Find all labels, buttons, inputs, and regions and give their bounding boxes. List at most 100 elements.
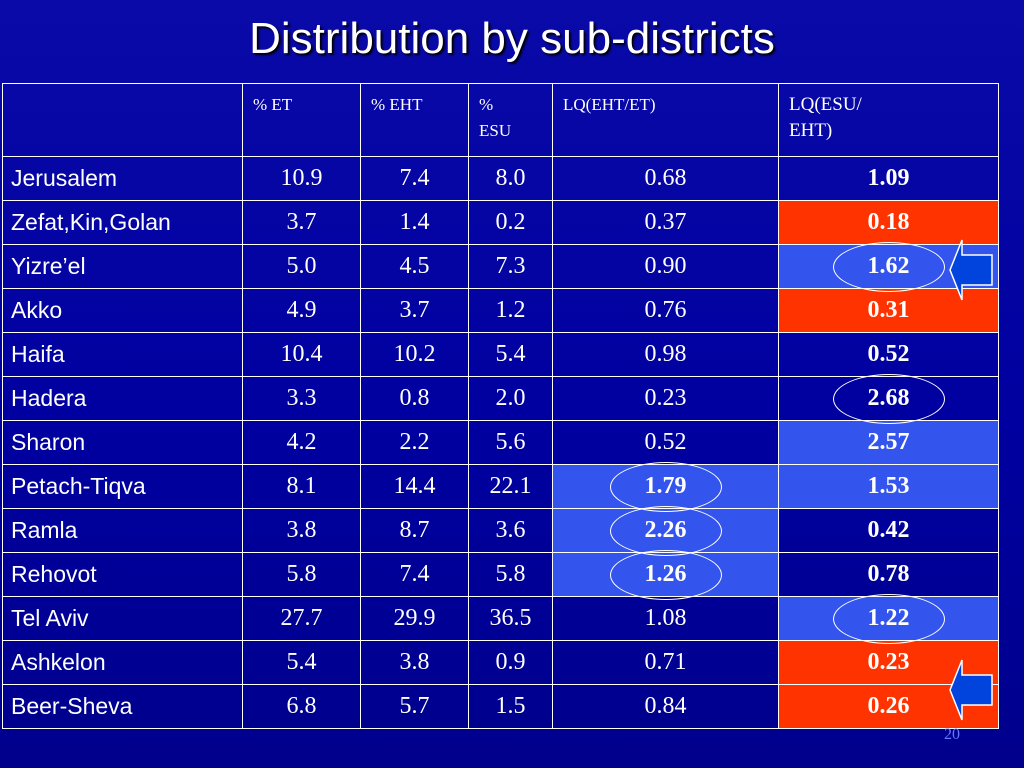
row-name: Hadera <box>2 376 243 421</box>
slide-title: Distribution by sub-districts <box>249 14 775 63</box>
cell-lq-esu-eht: 0.52 <box>778 332 999 377</box>
cell-lq-eht-et-value: 1.79 <box>644 473 687 499</box>
cell-eht: 10.2 <box>360 332 469 377</box>
cell-lq-eht-et-value: 1.26 <box>644 561 687 587</box>
row-name-value: Ramla <box>11 517 78 543</box>
cell-esu-value: 5.8 <box>495 561 526 587</box>
page-number: 20 <box>944 726 960 743</box>
cell-esu-value: 36.5 <box>489 605 532 631</box>
cell-lq-eht-et: 2.26 <box>552 505 779 556</box>
cell-esu: 1.5 <box>468 684 553 729</box>
cell-eht: 0.8 <box>360 376 469 421</box>
header-lq-esu-line2: EHT) <box>789 120 833 141</box>
cell-et-value: 10.9 <box>280 165 323 191</box>
cell-lq-esu-eht-value: 0.31 <box>867 297 910 323</box>
row-name: Rehovot <box>2 552 243 597</box>
cell-et-value: 4.2 <box>286 429 317 455</box>
cell-esu: 2.0 <box>468 376 553 421</box>
cell-lq-esu-eht-value: 1.09 <box>867 165 910 191</box>
cell-esu: 7.3 <box>468 244 553 289</box>
left-arrow-icon-yizreel <box>949 239 993 301</box>
header-esu-line1: % <box>479 95 494 114</box>
cell-lq-esu-eht-value: 1.22 <box>867 605 910 631</box>
row-name-value: Petach-Tiqva <box>11 473 146 499</box>
cell-lq-eht-et: 0.37 <box>552 200 779 245</box>
cell-esu: 3.6 <box>468 508 553 553</box>
cell-et: 27.7 <box>242 596 361 641</box>
header-esu-line2: ESU <box>479 121 512 140</box>
distribution-table: % ET % EHT % ESU LQ(EHT/ET) LQ(ESU/EHT) J… <box>2 83 999 729</box>
cell-lq-eht-et-value: 0.71 <box>644 649 687 675</box>
row-name: Beer-Sheva <box>2 684 243 729</box>
cell-esu-value: 3.6 <box>495 517 526 543</box>
cell-eht-value: 3.8 <box>399 649 430 675</box>
table-row: Petach-Tiqva 8.1 14.4 22.1 1.79 1.53 <box>2 461 999 512</box>
cell-esu: 8.0 <box>468 156 553 201</box>
cell-lq-esu-eht-value: 0.23 <box>867 649 910 675</box>
cell-esu-value: 5.6 <box>495 429 526 455</box>
table-row: Rehovot 5.8 7.4 5.8 1.26 0.78 <box>2 549 999 600</box>
cell-et-value: 27.7 <box>280 605 323 631</box>
cell-lq-esu-eht-value: 2.68 <box>867 385 910 411</box>
cell-esu-value: 5.4 <box>495 341 526 367</box>
row-name: Ashkelon <box>2 640 243 685</box>
header-lq-eht-et: LQ(EHT/ET) <box>552 83 779 157</box>
cell-eht-value: 7.4 <box>399 561 430 587</box>
cell-eht: 3.7 <box>360 288 469 333</box>
cell-et: 5.8 <box>242 552 361 597</box>
cell-et-value: 4.9 <box>286 297 317 323</box>
cell-eht: 7.4 <box>360 156 469 201</box>
table-row: Sharon 4.2 2.2 5.6 0.52 2.57 <box>2 420 999 465</box>
cell-et: 10.4 <box>242 332 361 377</box>
row-name: Petach-Tiqva <box>2 464 243 509</box>
cell-lq-esu-eht-value: 1.53 <box>867 473 910 499</box>
cell-eht: 7.4 <box>360 552 469 597</box>
cell-et: 4.9 <box>242 288 361 333</box>
cell-eht: 5.7 <box>360 684 469 729</box>
cell-eht-value: 29.9 <box>393 605 436 631</box>
cell-esu: 5.6 <box>468 420 553 465</box>
header-eht: % EHT <box>360 83 469 157</box>
cell-lq-eht-et-value: 2.26 <box>644 517 687 543</box>
cell-esu: 1.2 <box>468 288 553 333</box>
cell-eht: 29.9 <box>360 596 469 641</box>
cell-lq-eht-et: 0.98 <box>552 332 779 377</box>
cell-esu: 36.5 <box>468 596 553 641</box>
table-row: Zefat,Kin,Golan 3.7 1.4 0.2 0.37 0.18 <box>2 200 999 245</box>
cell-et-value: 3.7 <box>286 209 317 235</box>
cell-lq-eht-et: 0.68 <box>552 156 779 201</box>
row-name-value: Ashkelon <box>11 649 106 675</box>
cell-et: 8.1 <box>242 464 361 509</box>
cell-lq-eht-et: 0.71 <box>552 640 779 685</box>
cell-eht: 2.2 <box>360 420 469 465</box>
cell-lq-esu-eht: 2.57 <box>778 420 999 465</box>
cell-esu: 5.8 <box>468 552 553 597</box>
cell-et: 3.3 <box>242 376 361 421</box>
cell-esu: 5.4 <box>468 332 553 377</box>
row-name-value: Rehovot <box>11 561 97 587</box>
cell-lq-esu-eht: 1.53 <box>778 464 999 509</box>
cell-esu: 0.2 <box>468 200 553 245</box>
cell-eht-value: 14.4 <box>393 473 436 499</box>
row-name: Ramla <box>2 508 243 553</box>
cell-eht: 4.5 <box>360 244 469 289</box>
cell-et-value: 5.4 <box>286 649 317 675</box>
cell-lq-eht-et-value: 0.37 <box>644 209 687 235</box>
cell-esu: 0.9 <box>468 640 553 685</box>
cell-et-value: 3.8 <box>286 517 317 543</box>
cell-lq-esu-eht: 2.68 <box>778 373 999 424</box>
left-arrow-icon-ashkelon <box>949 659 993 721</box>
cell-lq-eht-et-value: 0.23 <box>644 385 687 411</box>
row-name-value: Yizre’el <box>11 253 86 279</box>
cell-esu-value: 7.3 <box>495 253 526 279</box>
row-name: Yizre’el <box>2 244 243 289</box>
row-name-value: Beer-Sheva <box>11 693 133 719</box>
header-lq-esu-line1: LQ(ESU/ <box>789 94 862 115</box>
cell-lq-eht-et-value: 0.90 <box>644 253 687 279</box>
cell-esu-value: 0.9 <box>495 649 526 675</box>
header-row: % ET % EHT % ESU LQ(EHT/ET) LQ(ESU/EHT) <box>2 83 999 157</box>
cell-et: 3.8 <box>242 508 361 553</box>
cell-et: 4.2 <box>242 420 361 465</box>
row-name-value: Sharon <box>11 429 86 455</box>
cell-lq-esu-eht: 0.42 <box>778 508 999 553</box>
